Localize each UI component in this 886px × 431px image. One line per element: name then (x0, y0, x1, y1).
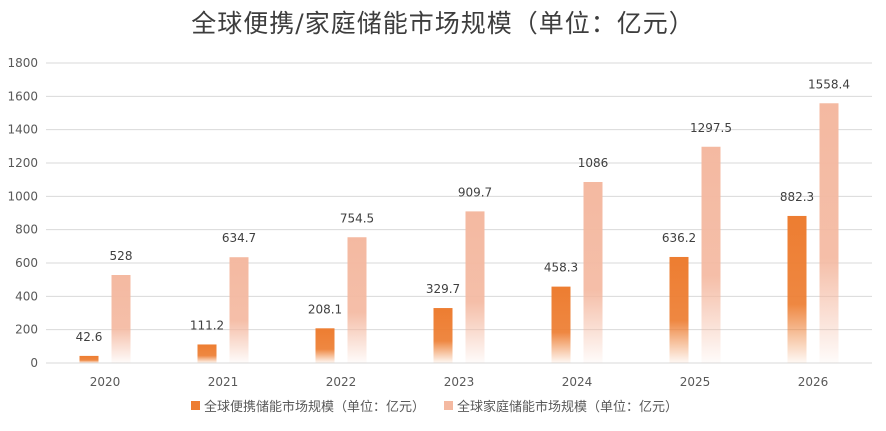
x-tick-label: 2023 (444, 375, 475, 389)
bar-home (583, 182, 603, 363)
legend-swatch (444, 401, 453, 410)
data-label: 754.5 (340, 211, 374, 225)
bar-home (111, 275, 131, 363)
gridlines (46, 62, 872, 364)
y-tick-label: 600 (15, 256, 38, 270)
x-axis: 2020 2021 2022 2023 2024 2025 2026 (90, 375, 829, 389)
data-label: 882.3 (780, 190, 814, 204)
data-labels: 42.6 528 111.2 634.7 208.1 754.5 329.7 909.7 458… (76, 77, 850, 344)
x-tick-label: 2020 (90, 375, 121, 389)
y-axis: 0 200 400 600 800 1000 1200 1400 1600 1800 (7, 56, 38, 370)
bar-home (347, 237, 367, 363)
data-label: 636.2 (662, 231, 696, 245)
data-label: 634.7 (222, 231, 256, 245)
bar-portable (551, 286, 571, 363)
y-tick-label: 0 (30, 356, 38, 370)
data-label: 1558.4 (808, 77, 850, 91)
bar-portable (669, 256, 689, 363)
legend-label: 全球便携储能市场规模（单位：亿元） (204, 399, 425, 415)
x-tick-label: 2026 (798, 375, 829, 389)
data-label: 42.6 (76, 330, 103, 344)
bar-portable (315, 328, 335, 363)
y-tick-label: 400 (15, 289, 38, 303)
bar-portable (787, 215, 807, 363)
bar-home (819, 103, 839, 364)
data-label: 1297.5 (690, 121, 732, 135)
data-label: 111.2 (190, 318, 224, 332)
y-tick-label: 1400 (7, 123, 38, 137)
bar-home (701, 146, 721, 363)
bar-home (465, 211, 485, 363)
bar-portable (433, 308, 453, 363)
y-tick-label: 1200 (7, 156, 38, 170)
legend: 全球便携储能市场规模（单位：亿元） 全球家庭储能市场规模（单位：亿元） (191, 399, 678, 415)
data-label: 1086 (578, 156, 609, 170)
x-tick-label: 2024 (562, 375, 593, 389)
chart-title: 全球便携/家庭储能市场规模（单位：亿元） (191, 9, 695, 38)
bar-home (229, 257, 249, 363)
y-tick-label: 1600 (7, 89, 38, 103)
x-tick-label: 2021 (208, 375, 239, 389)
x-tick-label: 2025 (680, 375, 711, 389)
data-label: 528 (110, 249, 133, 263)
data-label: 208.1 (308, 302, 342, 316)
legend-swatch (191, 401, 200, 410)
y-tick-label: 1000 (7, 189, 38, 203)
legend-label: 全球家庭储能市场规模（单位：亿元） (457, 399, 678, 415)
y-tick-label: 800 (15, 223, 38, 237)
data-label: 909.7 (458, 185, 492, 199)
bars (79, 103, 839, 364)
data-label: 329.7 (426, 282, 460, 296)
y-tick-label: 200 (15, 323, 38, 337)
y-tick-label: 1800 (7, 56, 38, 70)
data-label: 458.3 (544, 261, 578, 275)
bar-portable (197, 344, 217, 363)
bar-portable (79, 355, 99, 363)
x-tick-label: 2022 (326, 375, 357, 389)
